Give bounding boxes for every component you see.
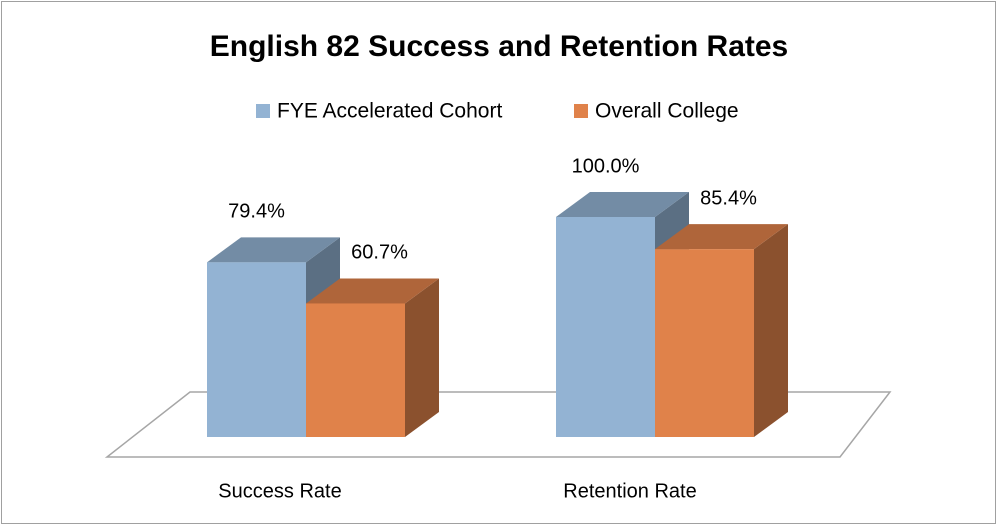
x-tick-label: Success Rate <box>218 480 341 502</box>
x-tick-label: Retention Rate <box>563 480 696 502</box>
data-label: 85.4% <box>700 187 757 209</box>
bar <box>655 249 754 437</box>
bar-top <box>556 192 689 217</box>
bar <box>306 303 405 437</box>
data-label: 100.0% <box>572 155 640 177</box>
bar-top <box>207 237 340 263</box>
legend-label: FYE Accelerated Cohort <box>277 100 502 123</box>
chart-title: English 82 Success and Retention Rates <box>210 30 789 63</box>
data-label: 79.4% <box>228 201 285 223</box>
legend-label: Overall College <box>595 100 739 123</box>
legend-swatch <box>256 104 270 118</box>
bar <box>556 217 655 437</box>
data-label: 60.7% <box>351 242 408 264</box>
bar <box>207 262 306 437</box>
legend-swatch <box>574 104 588 118</box>
bar-side <box>405 278 439 437</box>
bar-top <box>655 224 788 250</box>
bar-top <box>306 278 439 304</box>
bar-side <box>754 224 788 437</box>
